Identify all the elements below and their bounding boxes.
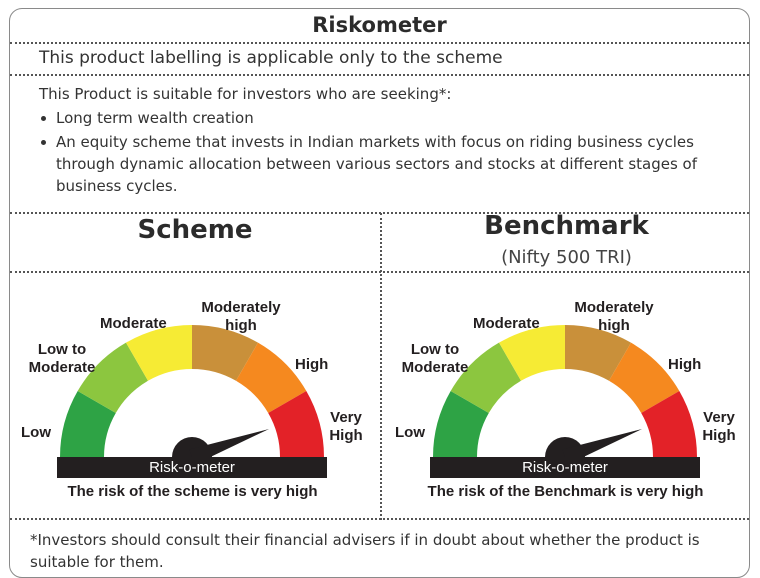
segment-very-high [641, 391, 697, 457]
divider [10, 518, 749, 520]
label-high: High [295, 356, 329, 373]
label-moderately-high: Moderately high [196, 299, 286, 335]
suitability-list: Long term wealth creation An equity sche… [39, 107, 709, 199]
label-high: High [668, 356, 702, 373]
benchmark-riskometer: Low Low to Moderate Moderate Moderately … [393, 285, 736, 515]
riskometer-title: Riskometer [312, 13, 447, 37]
scheme-gauge [60, 325, 324, 465]
label-very-high-line2: High [329, 427, 363, 444]
label-low-to-moderate-line1: Low to [37, 341, 87, 358]
segment-moderately-high [565, 325, 631, 381]
segment-low [433, 391, 489, 457]
divider [10, 42, 749, 44]
divider [10, 271, 749, 273]
needle [189, 428, 270, 465]
label-very-high-line1: Very [330, 409, 362, 426]
benchmark-risk-caption: The risk of the Benchmark is very high [427, 483, 704, 500]
suitability-intro: This Product is suitable for investors w… [39, 85, 452, 103]
benchmark-gauge [433, 325, 697, 465]
label-moderately-high: Moderately high [569, 299, 659, 335]
label-very-high-line1: Very [703, 409, 735, 426]
riskometer-card: Riskometer This product labelling is app… [9, 8, 750, 578]
label-low-to-moderate-line1: Low to [410, 341, 460, 358]
benchmark-heading: Benchmark [484, 211, 649, 241]
segment-low-to-moderate [450, 342, 521, 413]
segment-low [60, 391, 116, 457]
segment-moderate [499, 325, 565, 381]
segment-moderately-high [192, 325, 258, 381]
segment-moderate [126, 325, 192, 381]
benchmark-subheading: (Nifty 500 TRI) [501, 247, 632, 268]
segment-high [236, 342, 307, 413]
applicability-note: This product labelling is applicable onl… [39, 48, 503, 68]
divider [10, 74, 749, 76]
label-moderately-high-line1: Moderately [574, 299, 654, 316]
suitability-item: An equity scheme that invests in Indian … [39, 131, 709, 197]
riskometer-bar: Risk-o-meter [57, 457, 327, 478]
divider [10, 212, 749, 214]
label-low: Low [21, 424, 51, 441]
label-low-to-moderate-line2: Moderate [28, 359, 96, 376]
riskometer-bar: Risk-o-meter [430, 457, 700, 478]
scheme-riskometer: Low Low to Moderate Moderate Moderately … [20, 285, 363, 515]
column-divider [380, 213, 382, 520]
label-moderate: Moderate [473, 315, 540, 332]
label-very-high: Very High [326, 409, 366, 445]
scheme-risk-caption: The risk of the scheme is very high [67, 483, 318, 500]
label-moderately-high-line2: high [225, 317, 257, 334]
segment-very-high [268, 391, 324, 457]
label-low-to-moderate: Low to Moderate [395, 341, 475, 377]
scheme-heading: Scheme [137, 215, 253, 245]
label-low: Low [395, 424, 425, 441]
needle [562, 428, 643, 465]
label-very-high: Very High [699, 409, 739, 445]
label-low-to-moderate-line2: Moderate [401, 359, 469, 376]
label-moderately-high-line1: Moderately [201, 299, 281, 316]
suitability-item: Long term wealth creation [39, 107, 709, 129]
label-moderate: Moderate [100, 315, 167, 332]
label-low-to-moderate: Low to Moderate [22, 341, 102, 377]
segment-low-to-moderate [77, 342, 148, 413]
label-moderately-high-line2: high [598, 317, 630, 334]
disclaimer: *Investors should consult their financia… [30, 531, 700, 571]
segment-high [609, 342, 680, 413]
label-very-high-line2: High [702, 427, 736, 444]
